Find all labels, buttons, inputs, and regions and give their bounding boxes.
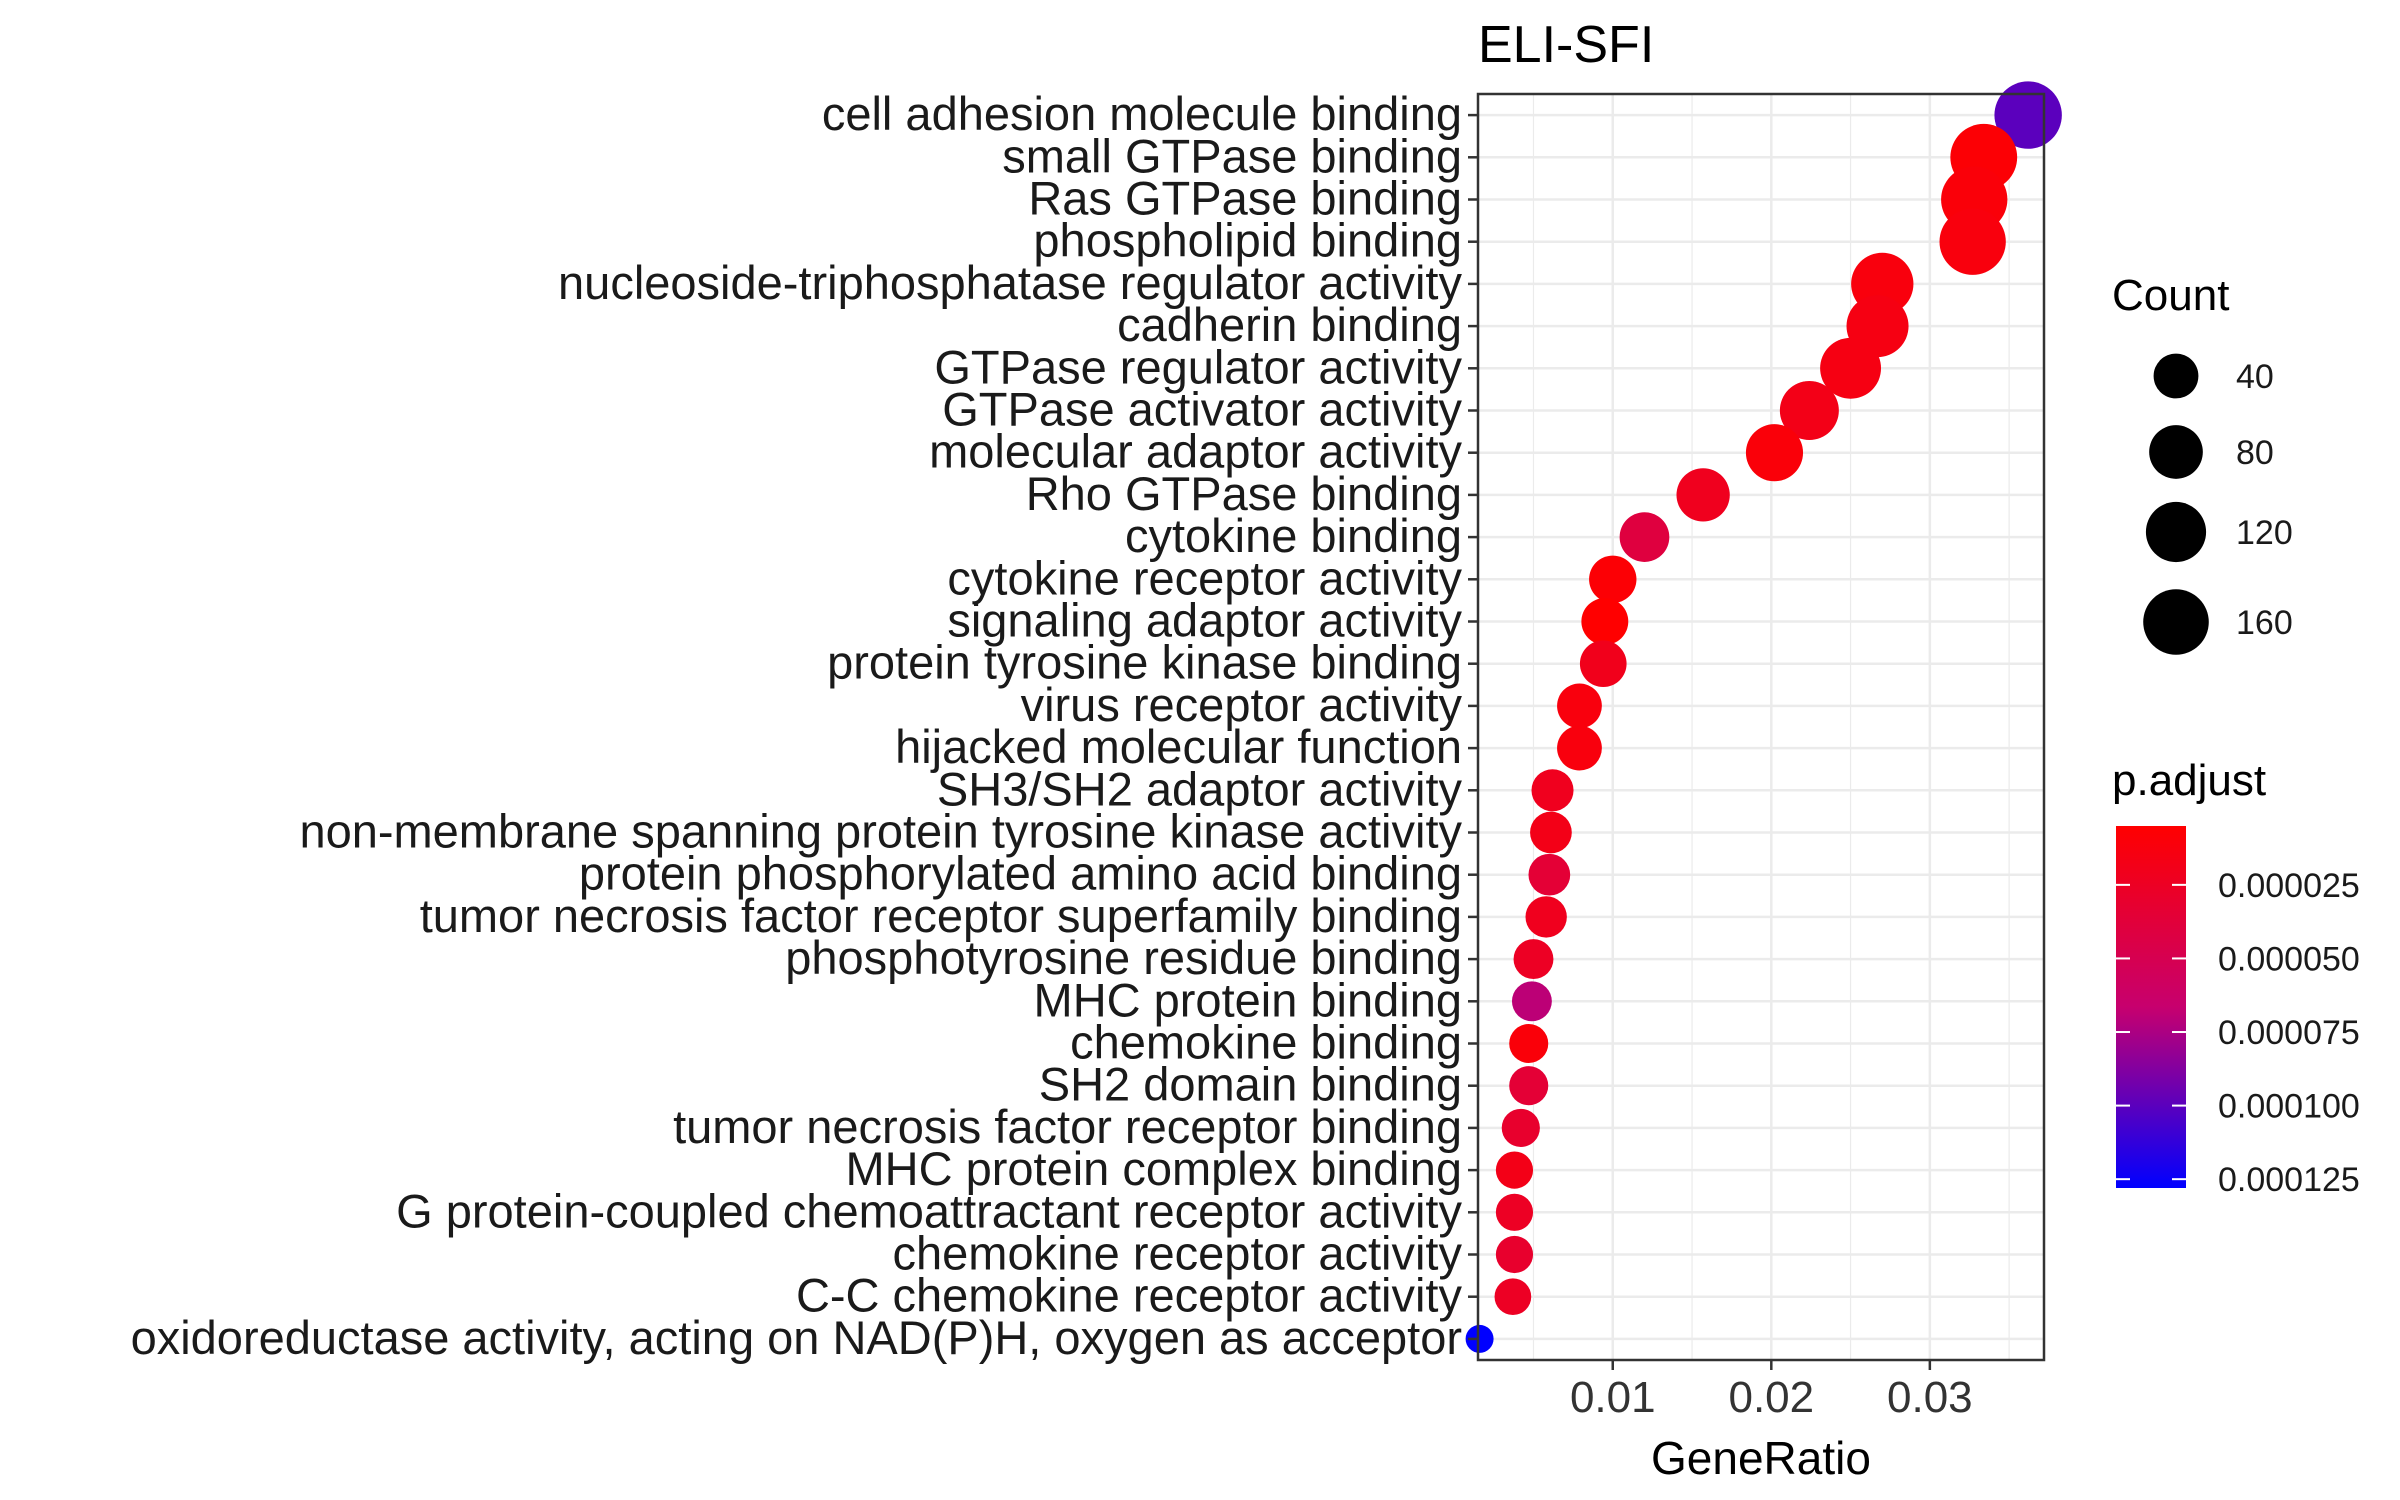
y-tick-label: SH2 domain binding <box>1039 1058 1462 1111</box>
data-point <box>1509 1066 1549 1106</box>
colorbar-tick-label: 0.000025 <box>2218 867 2360 905</box>
x-tick-label: 0.02 <box>1728 1373 1814 1422</box>
y-tick-label: SH3/SH2 adaptor activity <box>937 762 1463 815</box>
data-point <box>1509 1023 1549 1064</box>
data-point <box>1513 939 1554 980</box>
data-point <box>1531 769 1574 812</box>
y-tick-label: tumor necrosis factor receptor superfami… <box>420 889 1462 942</box>
count-legend-title: Count <box>2112 271 2229 320</box>
data-point <box>1511 981 1552 1022</box>
data-point <box>1589 555 1637 604</box>
padj-legend: p.adjust 0.000025 0.000050 0.000075 0.00010… <box>2112 756 2360 1199</box>
count-legend-label: 80 <box>2236 434 2274 472</box>
x-axis-title: GeneRatio <box>1651 1432 1871 1484</box>
y-tick-label: tumor necrosis factor receptor binding <box>673 1100 1462 1153</box>
y-tick-label: Rho GTPase binding <box>1026 467 1462 520</box>
y-tick-label: molecular adaptor activity <box>929 425 1462 478</box>
count-legend-key <box>2149 425 2203 479</box>
x-tick-label: 0.03 <box>1887 1373 1973 1422</box>
y-tick-label: small GTPase binding <box>1002 129 1462 182</box>
data-point <box>1495 1151 1534 1189</box>
padj-colorbar <box>2116 826 2186 1188</box>
y-tick-label: MHC protein binding <box>1034 973 1462 1026</box>
padj-legend-title: p.adjust <box>2112 756 2266 805</box>
y-tick-label: oxidoreductase activity, acting on NAD(P… <box>131 1311 1462 1364</box>
colorbar-tick-label: 0.000100 <box>2218 1088 2360 1126</box>
y-tick-label: C-C chemokine receptor activity <box>796 1269 1463 1322</box>
y-tick-label: chemokine receptor activity <box>893 1227 1463 1280</box>
x-axis: 0.01 0.02 0.03 <box>1570 1360 1973 1422</box>
data-point <box>1501 1108 1540 1147</box>
y-tick-label: non-membrane spanning protein tyrosine k… <box>299 805 1462 858</box>
data-point <box>1581 598 1629 645</box>
count-legend: Count 40 80 120 160 <box>2112 271 2293 655</box>
data-point <box>1557 683 1602 729</box>
count-legend-label: 40 <box>2236 358 2274 396</box>
data-point <box>1820 337 1882 399</box>
y-tick-label: GTPase activator activity <box>942 383 1462 436</box>
data-point <box>1495 1193 1534 1231</box>
count-legend-label: 120 <box>2236 514 2293 552</box>
y-tick-label: cytokine binding <box>1125 509 1462 562</box>
data-point <box>1528 853 1571 896</box>
data-point <box>1465 1324 1494 1353</box>
y-tick-label: nucleoside-triphosphatase regulator acti… <box>558 256 1462 309</box>
colorbar-tick-label: 0.000050 <box>2218 940 2360 978</box>
count-legend-key <box>2143 589 2209 655</box>
chart-title: ELI-SFI <box>1478 16 1654 74</box>
data-point <box>1525 896 1567 938</box>
x-tick-label: 0.01 <box>1570 1373 1656 1422</box>
y-tick-label: cell adhesion molecule binding <box>822 87 1462 140</box>
y-tick-label: GTPase regulator activity <box>934 340 1462 393</box>
count-legend-key <box>2145 501 2207 563</box>
data-point <box>1745 424 1804 482</box>
data-point <box>1779 381 1839 440</box>
y-tick-label: signaling adaptor activity <box>947 594 1462 647</box>
data-point <box>1939 208 2006 275</box>
y-tick-label: phospholipid binding <box>1033 214 1462 267</box>
data-point <box>1676 468 1730 522</box>
colorbar-tick-label: 0.000075 <box>2218 1014 2360 1052</box>
data-point <box>1530 811 1572 854</box>
data-point <box>1619 512 1670 562</box>
y-tick-label: Ras GTPase binding <box>1028 172 1462 225</box>
count-legend-key <box>2153 353 2199 399</box>
count-legend-label: 160 <box>2236 604 2293 642</box>
y-tick-label: virus receptor activity <box>1021 678 1463 731</box>
y-tick-label: cytokine receptor activity <box>947 551 1462 604</box>
colorbar-tick-label: 0.000125 <box>2218 1161 2360 1199</box>
y-tick-label: chemokine binding <box>1070 1016 1462 1069</box>
data-point <box>1494 1278 1532 1316</box>
y-tick-label: protein tyrosine kinase binding <box>827 636 1462 689</box>
data-point <box>1495 1235 1534 1274</box>
y-tick-label: MHC protein complex binding <box>845 1142 1462 1195</box>
y-tick-label: phosphotyrosine residue binding <box>785 931 1462 984</box>
data-point <box>1557 725 1602 771</box>
y-tick-label: hijacked molecular function <box>895 720 1462 773</box>
data-point <box>1579 640 1627 688</box>
y-tick-label: cadherin binding <box>1117 298 1462 351</box>
plot-panel-border <box>1476 92 2046 1362</box>
y-tick-label: G protein-coupled chemoattractant recept… <box>396 1184 1462 1237</box>
y-tick-label: protein phosphorylated amino acid bindin… <box>579 847 1462 900</box>
